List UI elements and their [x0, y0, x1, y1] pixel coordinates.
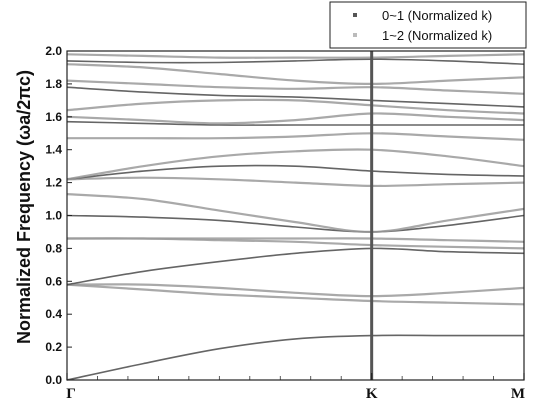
y-tick-label: 1.2 — [45, 176, 62, 190]
band-line-7 — [66, 214, 525, 233]
band-line-13 — [66, 120, 524, 126]
x-tick-label-M: M — [511, 386, 525, 402]
band-line-10 — [66, 164, 525, 181]
y-tick-label: 1.6 — [45, 110, 62, 124]
y-tick-label: 0.4 — [45, 307, 62, 321]
band-line-3 — [66, 283, 525, 298]
legend-box — [329, 1, 527, 49]
y-tick-label: 1.4 — [45, 143, 62, 157]
band-line-1 — [66, 334, 524, 381]
band-line-14 — [66, 112, 525, 125]
x-tick-label-Γ: Γ — [66, 386, 76, 402]
y-tick-label: 0.8 — [45, 241, 62, 255]
band-line-6 — [67, 237, 525, 243]
band-line-12 — [66, 132, 525, 141]
x-tick-label-K: K — [366, 386, 378, 402]
y-tick-label: 0.0 — [45, 373, 62, 387]
y-tick-label: 0.2 — [45, 340, 62, 354]
legend-marker-series-0-1 — [353, 13, 357, 17]
band-lines — [66, 53, 525, 381]
legend-label-series-0-1: 0~1 (Normalized k) — [382, 8, 492, 23]
band-line-20 — [66, 53, 525, 59]
band-line-8 — [66, 193, 525, 234]
legend-marker-series-1-2 — [353, 33, 357, 37]
legend-label-series-1-2: 1~2 (Normalized k) — [382, 28, 492, 43]
band-line-2 — [66, 283, 525, 306]
band-line-18 — [66, 63, 525, 86]
band-line-9 — [66, 176, 525, 188]
band-line-19 — [66, 58, 525, 65]
y-tick-label: 1.0 — [45, 209, 62, 223]
y-tick-label: 0.6 — [45, 274, 62, 288]
legend: 0~1 (Normalized k) 1~2 (Normalized k) — [329, 1, 527, 49]
band-line-11 — [66, 148, 525, 181]
y-axis-label: Normalized Frequency (ωa/2πc) — [14, 70, 34, 344]
band-line-4 — [66, 247, 525, 286]
y-tick-label: 1.8 — [45, 77, 62, 91]
band-line-16 — [66, 86, 525, 108]
band-line-17 — [66, 79, 525, 95]
band-line-15 — [66, 98, 525, 115]
y-axis-ticks: 0.0 0.2 0.4 0.6 0.8 1.0 1.2 1.4 1.6 1.8 2.0 — [45, 44, 72, 387]
y-tick-label: 2.0 — [45, 44, 62, 58]
